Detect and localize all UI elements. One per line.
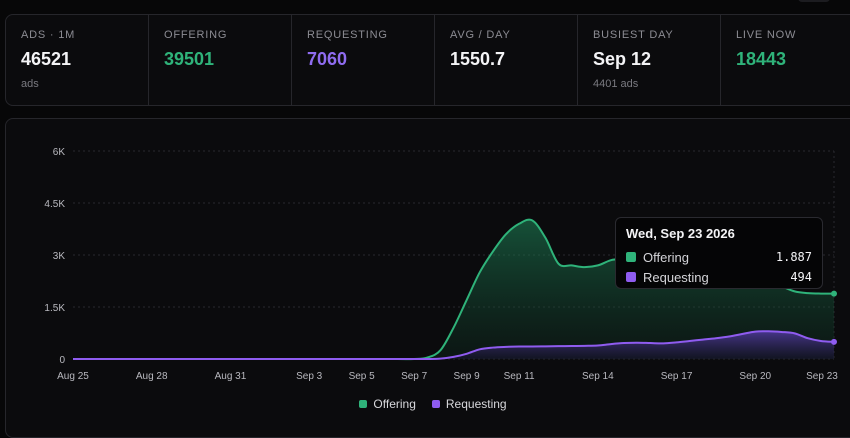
offering-area [73,219,834,360]
tooltip-value: 1.887 [775,250,812,264]
stat-value: 1550.7 [450,49,506,69]
y-tick-label: 1.5K [44,303,65,314]
x-tick-label: Sep 7 [401,371,428,382]
requesting-swatch-icon [626,272,636,282]
stats-bar: ADS · 1M 46521 ads OFFERING 39501 REQUES… [5,14,850,106]
y-axis: 0 1.5K 3K 4.5K 6K [44,147,65,366]
stat-sub: 4401 ads [593,78,639,90]
stat-busiest-day: BUSIEST DAY Sep 12 4401 ads [578,15,721,105]
requesting-point [831,338,837,345]
y-tick-label: 3K [53,251,66,262]
x-tick-label: Sep 3 [296,371,323,382]
requesting-area [73,331,834,360]
x-tick-label: Sep 11 [504,371,535,382]
tooltip-label: Requesting [643,269,709,285]
stat-value: 18443 [736,49,787,69]
legend-item-offering[interactable]: Offering [359,397,416,411]
x-tick-label: Sep 17 [661,371,693,382]
x-tick-label: Aug 28 [136,371,168,382]
tooltip-row-offering: Offering 1.887 [626,247,812,267]
stat-live-now: LIVE NOW 18443 [721,15,850,105]
tooltip-title: Wed, Sep 23 2026 [626,226,735,241]
x-tick-label: Aug 31 [215,371,247,382]
x-axis: Aug 25 Aug 28 Aug 31 Sep 3 Sep 5 Sep 7 Sep 9 Se… [57,371,838,382]
chart-card: 0 1.5K 3K 4.5K 6K Aug 25 Aug 28 Aug 31 Sep 3 Sep… [5,118,850,438]
tooltip-label: Offering [643,249,690,265]
y-tick-label: 6K [53,147,66,158]
stat-requesting: REQUESTING 7060 [292,15,435,105]
stat-label: AVG / DAY [450,29,511,41]
y-tick-label: 0 [59,355,65,366]
stat-value: 46521 [21,49,72,69]
stat-value: 7060 [307,49,348,69]
requesting-line [73,330,835,361]
stat-sub: ads [21,78,39,90]
stat-label: ADS · 1M [21,29,76,41]
stat-avg-day: AVG / DAY 1550.7 [435,15,578,105]
stat-label: LIVE NOW [736,29,797,41]
stat-label: BUSIEST DAY [593,29,674,41]
x-tick-label: Sep 20 [739,371,771,382]
legend-item-requesting[interactable]: Requesting [431,397,507,411]
legend-label: Requesting [445,397,507,411]
corner-control[interactable] [798,0,830,2]
offering-swatch-icon [626,252,636,262]
x-tick-label: Sep 14 [582,371,614,382]
x-tick-label: Sep 9 [454,371,481,382]
chart-tooltip: Wed, Sep 23 2026 Offering 1.887 Requesti… [615,217,823,289]
stat-offering: OFFERING 39501 [149,15,292,105]
requesting-swatch-icon [431,400,440,408]
stat-value: 39501 [164,49,215,69]
y-tick-label: 4.5K [44,199,65,210]
tooltip-value: 494 [790,270,812,284]
stat-label: REQUESTING [307,29,388,41]
offering-swatch-icon [359,400,368,408]
legend-label: Offering [373,397,416,411]
offering-point [831,290,837,297]
x-tick-label: Sep 23 [806,371,838,382]
x-tick-label: Aug 25 [57,371,89,382]
stat-label: OFFERING [164,29,228,41]
stat-ads-total: ADS · 1M 46521 ads [6,15,149,105]
stat-value: Sep 12 [593,49,652,69]
tooltip-row-requesting: Requesting 494 [626,267,812,287]
x-tick-label: Sep 5 [349,371,376,382]
chart-legend: Offering Requesting [6,397,850,411]
